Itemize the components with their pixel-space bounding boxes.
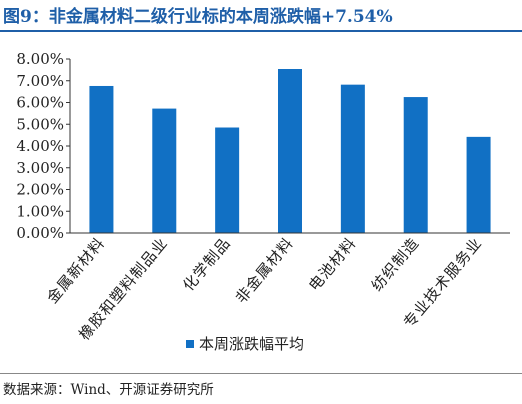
x-tick-label: 电池材料 [305,234,360,295]
y-tick-label: 6.00% [16,94,64,112]
bar [340,84,365,233]
y-tick-label: 3.00% [16,159,64,177]
bar [403,97,428,233]
bars [89,69,491,233]
legend-swatch [186,340,194,348]
bar [152,108,177,233]
x-tick-label: 非金属材料 [232,234,297,307]
legend: 本周涨跌幅平均 [186,335,304,353]
bar [466,136,491,233]
source-divider [0,373,522,374]
y-tick-label: 8.00% [16,50,64,68]
y-tick-label: 0.00% [16,224,64,242]
bar [89,85,114,233]
title-divider [0,30,522,32]
legend-label: 本周涨跌幅平均 [199,335,304,353]
title-bar: 图9：非金属材料二级行业标的本周涨跌幅+7.54% [0,0,522,34]
bar [278,69,302,233]
figure-title: 图9：非金属材料二级行业标的本周涨跌幅+7.54% [3,7,393,27]
y-tick-label: 7.00% [16,72,64,90]
source-note: 数据来源：Wind、开源证券研究所 [3,382,214,398]
x-tick-label: 金属新材料 [43,234,108,307]
y-tick-label: 4.00% [16,137,64,155]
x-tick-label: 纺织制造 [368,234,423,295]
bar-chart: 0.00% 1.00% 2.00% 3.00% 4.00% 5.00% 6.00% 7.00%… [16,50,510,353]
x-tick-label: 化学制品 [179,234,234,295]
y-tick-label: 2.00% [16,181,64,199]
y-tick-label: 1.00% [16,202,64,220]
bar [215,127,240,233]
y-tick-label: 5.00% [16,115,64,133]
y-axis: 0.00% 1.00% 2.00% 3.00% 4.00% 5.00% 6.00% 7.00%… [16,50,71,242]
